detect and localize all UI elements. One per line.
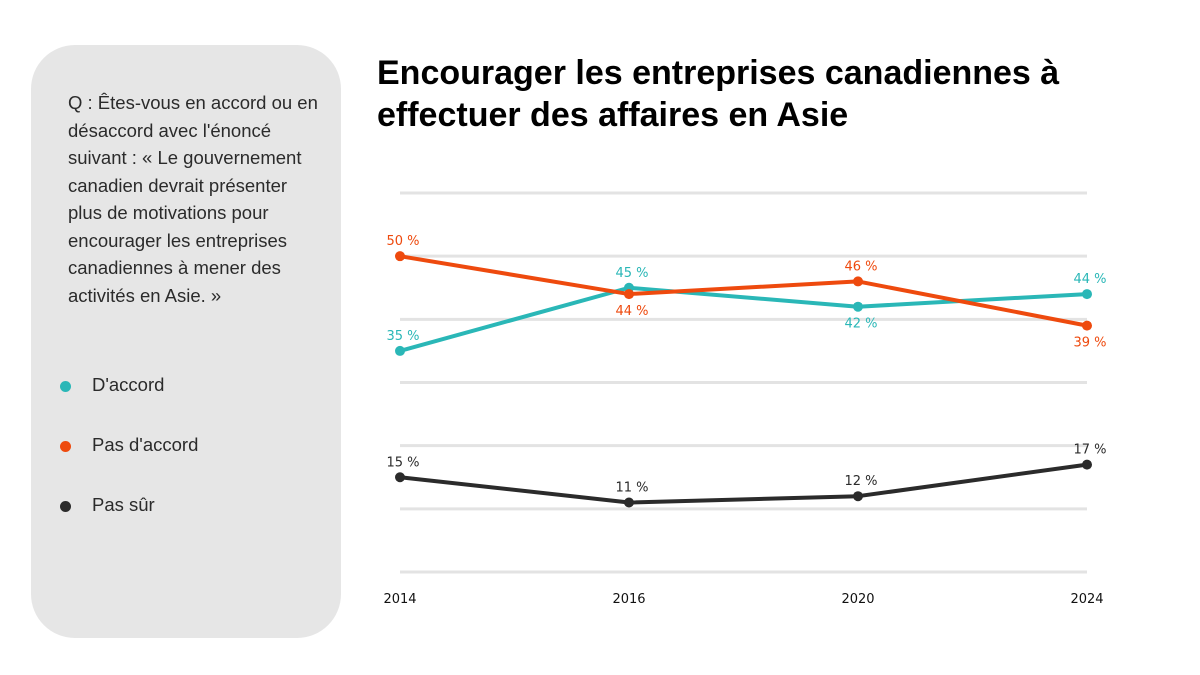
- x-tick-label: 2024: [1070, 592, 1103, 607]
- series-line: [398, 254, 1089, 328]
- data-label: 39 %: [1073, 336, 1106, 351]
- data-point: [395, 251, 405, 262]
- data-point: [1082, 459, 1092, 470]
- legend-label-disagree: Pas d'accord: [92, 434, 199, 455]
- data-point: [395, 472, 405, 483]
- legend-item-disagree: Pas d'accord: [58, 434, 328, 494]
- chart-title: Encourager les entreprises canadiennes à…: [377, 54, 1060, 134]
- legend-dot-unsure: [60, 501, 71, 512]
- x-tick-label: 2016: [612, 592, 645, 607]
- data-label: 42 %: [844, 317, 877, 332]
- question-panel: [31, 45, 341, 638]
- survey-question: Q : Êtes-vous en accord ou en désaccord …: [68, 92, 318, 306]
- data-labels: 35 % 45 % 42 % 44 % 50 % 44 % 46 % 39 % 15 % 11 %…: [386, 234, 1106, 495]
- data-label: 44 %: [615, 304, 648, 319]
- x-tick-label: 2014: [383, 592, 416, 607]
- data-points: [395, 251, 1092, 508]
- data-point: [853, 491, 863, 502]
- legend-dot-agree: [60, 381, 71, 392]
- data-point: [1082, 289, 1092, 300]
- data-label: 50 %: [386, 234, 419, 249]
- data-label: 46 %: [844, 259, 877, 274]
- line-chart: 35 % 45 % 42 % 44 % 50 % 44 % 46 % 39 % 15 % 11 %…: [383, 191, 1107, 607]
- data-label: 17 %: [1073, 443, 1106, 458]
- legend-label-agree: D'accord: [92, 374, 165, 395]
- legend-item-unsure: Pas sûr: [58, 494, 328, 554]
- data-label: 12 %: [844, 474, 877, 489]
- data-label: 44 %: [1073, 272, 1106, 287]
- data-point: [853, 276, 863, 287]
- data-point: [624, 497, 634, 508]
- series-line: [398, 462, 1089, 505]
- series-lines: [398, 254, 1089, 505]
- data-point: [853, 301, 863, 312]
- data-label: 35 %: [386, 329, 419, 344]
- legend-item-agree: D'accord: [58, 374, 328, 434]
- data-label: 45 %: [615, 266, 648, 281]
- legend-label-unsure: Pas sûr: [92, 494, 155, 515]
- legend-dot-disagree: [60, 441, 71, 452]
- data-label: 15 %: [386, 455, 419, 470]
- chart-legend: D'accord Pas d'accord Pas sûr: [58, 374, 328, 554]
- data-point: [1082, 320, 1092, 331]
- data-point: [395, 345, 405, 356]
- gridlines: [400, 191, 1087, 574]
- data-point: [624, 289, 634, 300]
- data-label: 11 %: [615, 481, 648, 496]
- x-tick-label: 2020: [841, 592, 874, 607]
- x-axis: 2014 2016 2020 2024: [383, 592, 1103, 607]
- series-line: [398, 285, 1089, 353]
